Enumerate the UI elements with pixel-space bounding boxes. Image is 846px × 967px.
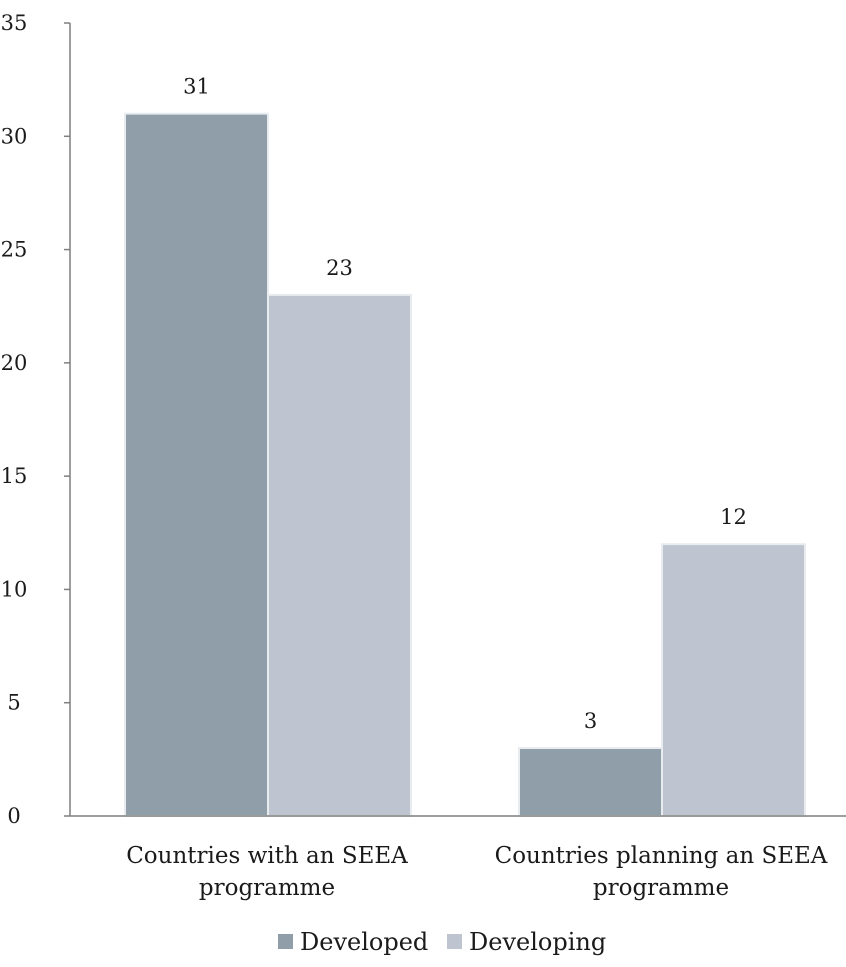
bars [124, 112, 806, 817]
bar-developed [518, 747, 663, 817]
data-label: 31 [183, 75, 210, 99]
data-labels: 31 23 3 12 [183, 75, 747, 733]
y-tick-label: 0 [7, 804, 20, 828]
bar-developing [661, 543, 806, 817]
y-tick-label: 15 [1, 464, 28, 488]
category-labels: Countries with an SEEA programme Countries… [126, 843, 828, 901]
y-tick-label: 35 [1, 11, 28, 35]
legend: Developed Developing [278, 928, 606, 956]
bar-developed [124, 112, 269, 817]
y-tick-label: 30 [1, 124, 28, 148]
y-tick-label: 10 [1, 577, 28, 601]
legend-swatch-developed [278, 934, 293, 949]
y-tick-label: 5 [7, 691, 20, 715]
x-category-label: programme [593, 875, 729, 901]
y-tick-label: 20 [1, 351, 28, 375]
data-label: 3 [584, 709, 597, 733]
legend-label-developed: Developed [300, 928, 428, 956]
bar-developing [267, 293, 412, 817]
data-label: 23 [326, 256, 353, 280]
y-axis-ticks: 0 5 10 15 20 25 30 35 [1, 11, 70, 828]
data-label: 12 [720, 505, 747, 529]
x-category-label: Countries with an SEEA [126, 843, 408, 869]
legend-swatch-developing [447, 934, 462, 949]
y-tick-label: 25 [1, 238, 28, 262]
x-category-label: Countries planning an SEEA [495, 843, 828, 869]
legend-label-developing: Developing [469, 928, 606, 956]
x-category-label: programme [199, 875, 335, 901]
